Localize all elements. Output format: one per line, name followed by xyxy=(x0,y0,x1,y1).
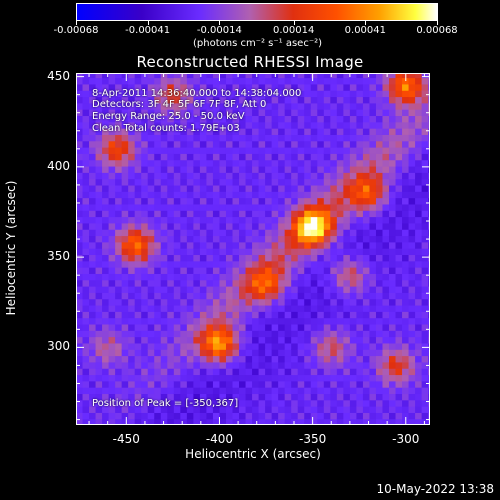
x-tick-label: -400 xyxy=(205,432,234,446)
colorbar-tick-label: 0.00068 xyxy=(416,25,458,36)
x-axis-label: Heliocentric X (arcsec) xyxy=(185,447,321,461)
colorbar-tick xyxy=(293,20,295,25)
y-tick-label: 350 xyxy=(47,249,70,264)
annotation-peak-position: Position of Peak = [-350,367] xyxy=(92,398,239,409)
colorbar-tick xyxy=(437,20,438,25)
colorbar-tick xyxy=(76,20,77,25)
colorbar-tick xyxy=(365,20,367,25)
y-axis-label: Heliocentric Y (arcsec) xyxy=(4,180,18,316)
annotation-energy-range: Energy Range: 25.0 - 50.0 keV xyxy=(92,111,245,122)
colorbar-tick xyxy=(219,20,221,25)
annotation-detectors: Detectors: 3F 4F 5F 6F 7F 8F, Att 0 xyxy=(92,99,267,110)
y-tick-label: 400 xyxy=(47,158,70,173)
x-tick-label: -350 xyxy=(298,432,327,446)
colorbar xyxy=(76,3,438,21)
colorbar-tick-label: -0.00068 xyxy=(53,25,99,36)
plot-frame xyxy=(76,73,430,425)
heatmap-plot xyxy=(76,73,430,425)
datestamp: 10-May-2022 13:38 xyxy=(376,482,494,496)
x-tick-label: -300 xyxy=(392,432,420,446)
annotation-time-range: 8-Apr-2011 14:36:40.000 to 14:38:04.000 xyxy=(92,88,302,99)
colorbar-tick-label: 0.00041 xyxy=(344,25,387,36)
y-tick-label: 300 xyxy=(47,339,70,354)
chart-title: Reconstructed RHESSI Image xyxy=(136,53,364,71)
colorbar-tick xyxy=(147,20,149,25)
colorbar-tick-label: -0.00014 xyxy=(196,25,242,36)
colorbar-tick-label: -0.00041 xyxy=(125,25,171,36)
colorbar-tick-label: 0.00014 xyxy=(272,25,315,36)
y-tick-label: 450 xyxy=(47,68,70,83)
heatmap-cells xyxy=(76,73,430,425)
colorbar-units: (photons cm⁻² s⁻¹ asec⁻²) xyxy=(192,38,323,49)
x-tick-label: -450 xyxy=(112,432,140,446)
annotation-clean-counts: Clean Total counts: 1.79E+03 xyxy=(92,123,240,134)
axis-ticks xyxy=(76,73,430,425)
